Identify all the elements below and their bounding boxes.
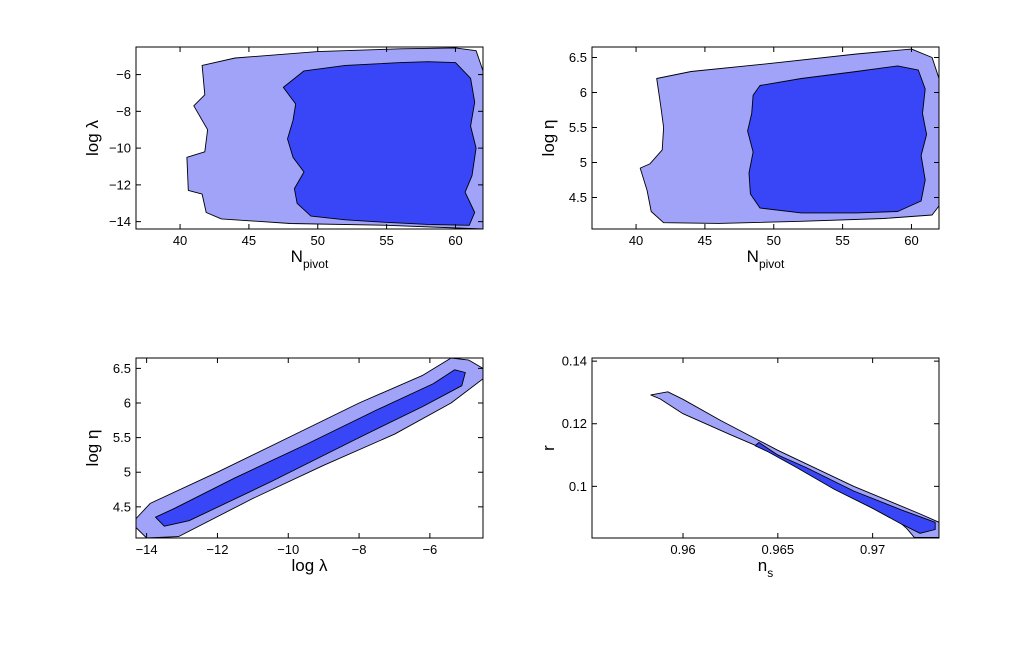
y-tick-label: −8 — [116, 104, 131, 119]
y-axis-label: log λ — [83, 120, 102, 156]
x-tick-label: 50 — [311, 233, 325, 248]
axes-frame — [591, 357, 940, 539]
y-axis-label: r — [539, 445, 558, 451]
panel-top-left: 40 45 50 55 60 −6 −8 −10 −12 −14 Npivot log λ — [83, 46, 484, 271]
panel-bottom-left: −14 −12 −10 −8 −6 4.5 5 5.5 6 6.5 log λ log η — [83, 357, 484, 575]
y-axis-label: log η — [539, 120, 558, 157]
contour-outer-region — [650, 391, 939, 538]
y-tick-label: 0.12 — [562, 416, 587, 431]
x-tick-label: −14 — [136, 542, 158, 557]
x-tick-label: 45 — [242, 233, 256, 248]
x-tick-label: 0.965 — [762, 542, 795, 557]
y-tick-label: −6 — [116, 67, 131, 82]
x-axis-label: Npivot — [747, 247, 785, 271]
x-tick-label: −12 — [206, 542, 228, 557]
panel-top-right: 40 45 50 55 60 4.5 5 5.5 6 6.5 Npivot log η — [539, 46, 940, 271]
panel-bottom-right: 0.96 0.965 0.97 0.14 0.12 0.1 ns r — [539, 354, 940, 580]
x-axis-label: log λ — [292, 556, 328, 575]
x-tick-label: −8 — [352, 542, 367, 557]
y-tick-label: 4.5 — [569, 190, 587, 205]
x-tick-label: 60 — [448, 233, 462, 248]
plot-area — [639, 48, 939, 224]
y-tick-label: 6 — [124, 396, 131, 411]
x-tick-label: −10 — [277, 542, 299, 557]
plot-area — [650, 391, 939, 538]
contour-inner-region — [754, 442, 936, 534]
y-axis-label: log η — [83, 430, 102, 467]
y-tick-label: −12 — [109, 177, 131, 192]
axes-frame — [591, 46, 940, 230]
x-tick-label: 40 — [629, 233, 643, 248]
axes-frame — [135, 357, 484, 539]
x-tick-label: 0.97 — [860, 542, 885, 557]
x-axis-label: ns — [758, 556, 773, 580]
contour-inner-region — [747, 65, 928, 214]
y-tick-label: 0.1 — [569, 479, 587, 494]
plot-area — [186, 47, 483, 229]
contour-inner-region — [155, 369, 466, 527]
y-tick-label: 5 — [124, 465, 131, 480]
contour-inner-region — [282, 61, 477, 226]
x-tick-label: 50 — [767, 233, 781, 248]
x-tick-label: 55 — [835, 233, 849, 248]
y-tick-label: 5.5 — [569, 120, 587, 135]
y-tick-label: 6 — [580, 85, 587, 100]
x-axis-label: Npivot — [291, 247, 329, 271]
y-tick-label: 6.5 — [569, 50, 587, 65]
x-tick-label: −6 — [422, 542, 437, 557]
y-tick-label: 6.5 — [113, 361, 131, 376]
y-tick-label: 4.5 — [113, 499, 131, 514]
x-tick-label: 60 — [904, 233, 918, 248]
y-tick-label: −14 — [109, 214, 131, 229]
x-tick-label: 40 — [173, 233, 187, 248]
y-tick-label: 0.14 — [562, 354, 587, 369]
x-tick-label: 45 — [698, 233, 712, 248]
y-tick-label: −10 — [109, 141, 131, 156]
y-tick-label: 5 — [580, 155, 587, 170]
axes-frame — [135, 46, 484, 230]
plot-area — [136, 358, 483, 538]
x-tick-label: 0.96 — [670, 542, 695, 557]
x-tick-label: 55 — [379, 233, 393, 248]
y-tick-label: 5.5 — [113, 430, 131, 445]
